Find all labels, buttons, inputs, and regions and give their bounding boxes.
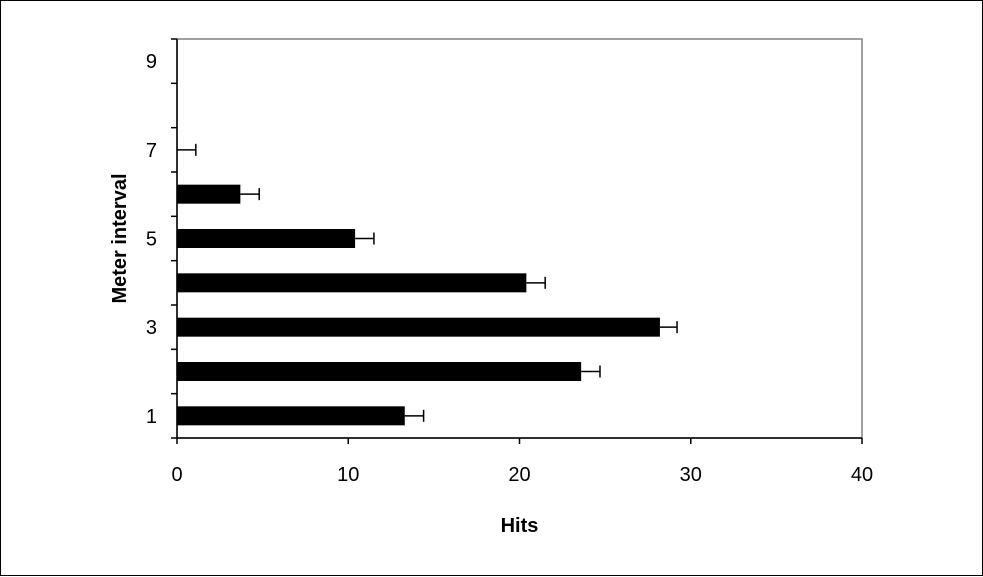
y-tick-label-5: 5 xyxy=(146,229,157,251)
y-tick-label-9: 9 xyxy=(146,51,157,73)
y-tick-label-1: 1 xyxy=(146,406,157,428)
x-tick-label-30: 30 xyxy=(680,464,702,486)
bar-interval-4 xyxy=(177,273,527,293)
bar-interval-5 xyxy=(177,229,356,248)
bar-interval-3 xyxy=(177,317,660,337)
x-tick-label-20: 20 xyxy=(508,464,530,486)
y-tick-label-3: 3 xyxy=(146,317,157,339)
y-axis-title: Meter interval xyxy=(109,173,131,303)
x-tick-label-0: 0 xyxy=(171,464,182,486)
bar-interval-1 xyxy=(177,406,405,426)
x-tick-label-10: 10 xyxy=(337,464,359,486)
x-tick-label-40: 40 xyxy=(851,464,873,486)
y-tick-label-7: 7 xyxy=(146,140,157,162)
x-axis-title: Hits xyxy=(501,515,539,537)
bar-interval-2 xyxy=(177,362,582,381)
bar-interval-6 xyxy=(177,184,241,204)
